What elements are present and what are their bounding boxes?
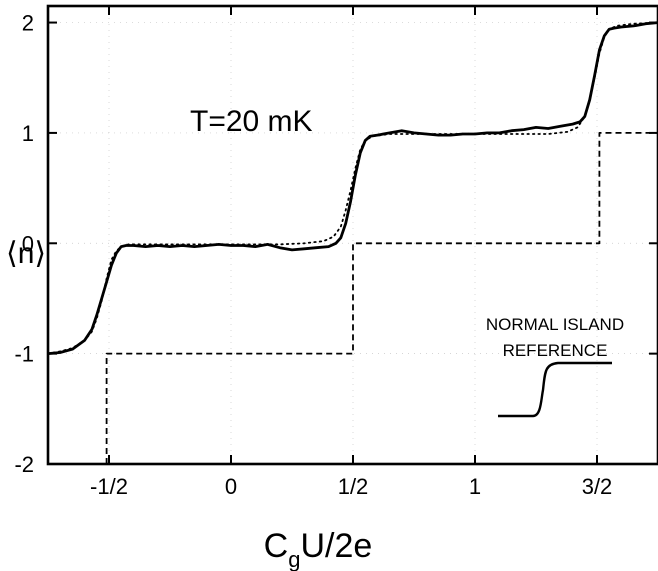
x-tick-label: 0 — [225, 474, 237, 499]
temperature-annotation: T=20 mK — [190, 105, 313, 138]
inset-label-line1: NORMAL ISLAND — [486, 315, 624, 334]
x-axis-label-sub: g — [288, 547, 300, 571]
x-axis-label: CgU/2e — [264, 527, 373, 571]
y-tick-label: 2 — [22, 11, 34, 36]
y-tick-label: 1 — [22, 121, 34, 146]
x-tick-label: 1/2 — [338, 474, 369, 499]
series-solid-line — [47, 21, 658, 355]
grid — [48, 6, 658, 465]
y-tick-label: -2 — [14, 452, 34, 477]
series-dashed-line — [105, 131, 658, 464]
inset-step-curve — [498, 361, 612, 418]
series-layer — [47, 21, 658, 464]
y-axis-label: ⟨n⟩ — [6, 237, 46, 270]
inset: NORMAL ISLAND REFERENCE — [486, 315, 624, 418]
x-tick-label: 3/2 — [582, 474, 613, 499]
x-axis-label-rest: U/2e — [300, 527, 372, 565]
y-tick-label: -1 — [14, 342, 34, 367]
x-axis-label-main: C — [264, 527, 289, 565]
x-tick-label: -1/2 — [90, 474, 128, 499]
axis-ticks: -1/2 0 1/2 1 3/2 -2 -1 0 1 2 — [14, 6, 658, 499]
x-tick-label: 1 — [469, 474, 481, 499]
inset-label-line2: REFERENCE — [503, 341, 608, 360]
y-tick-label: 0 — [22, 231, 34, 256]
